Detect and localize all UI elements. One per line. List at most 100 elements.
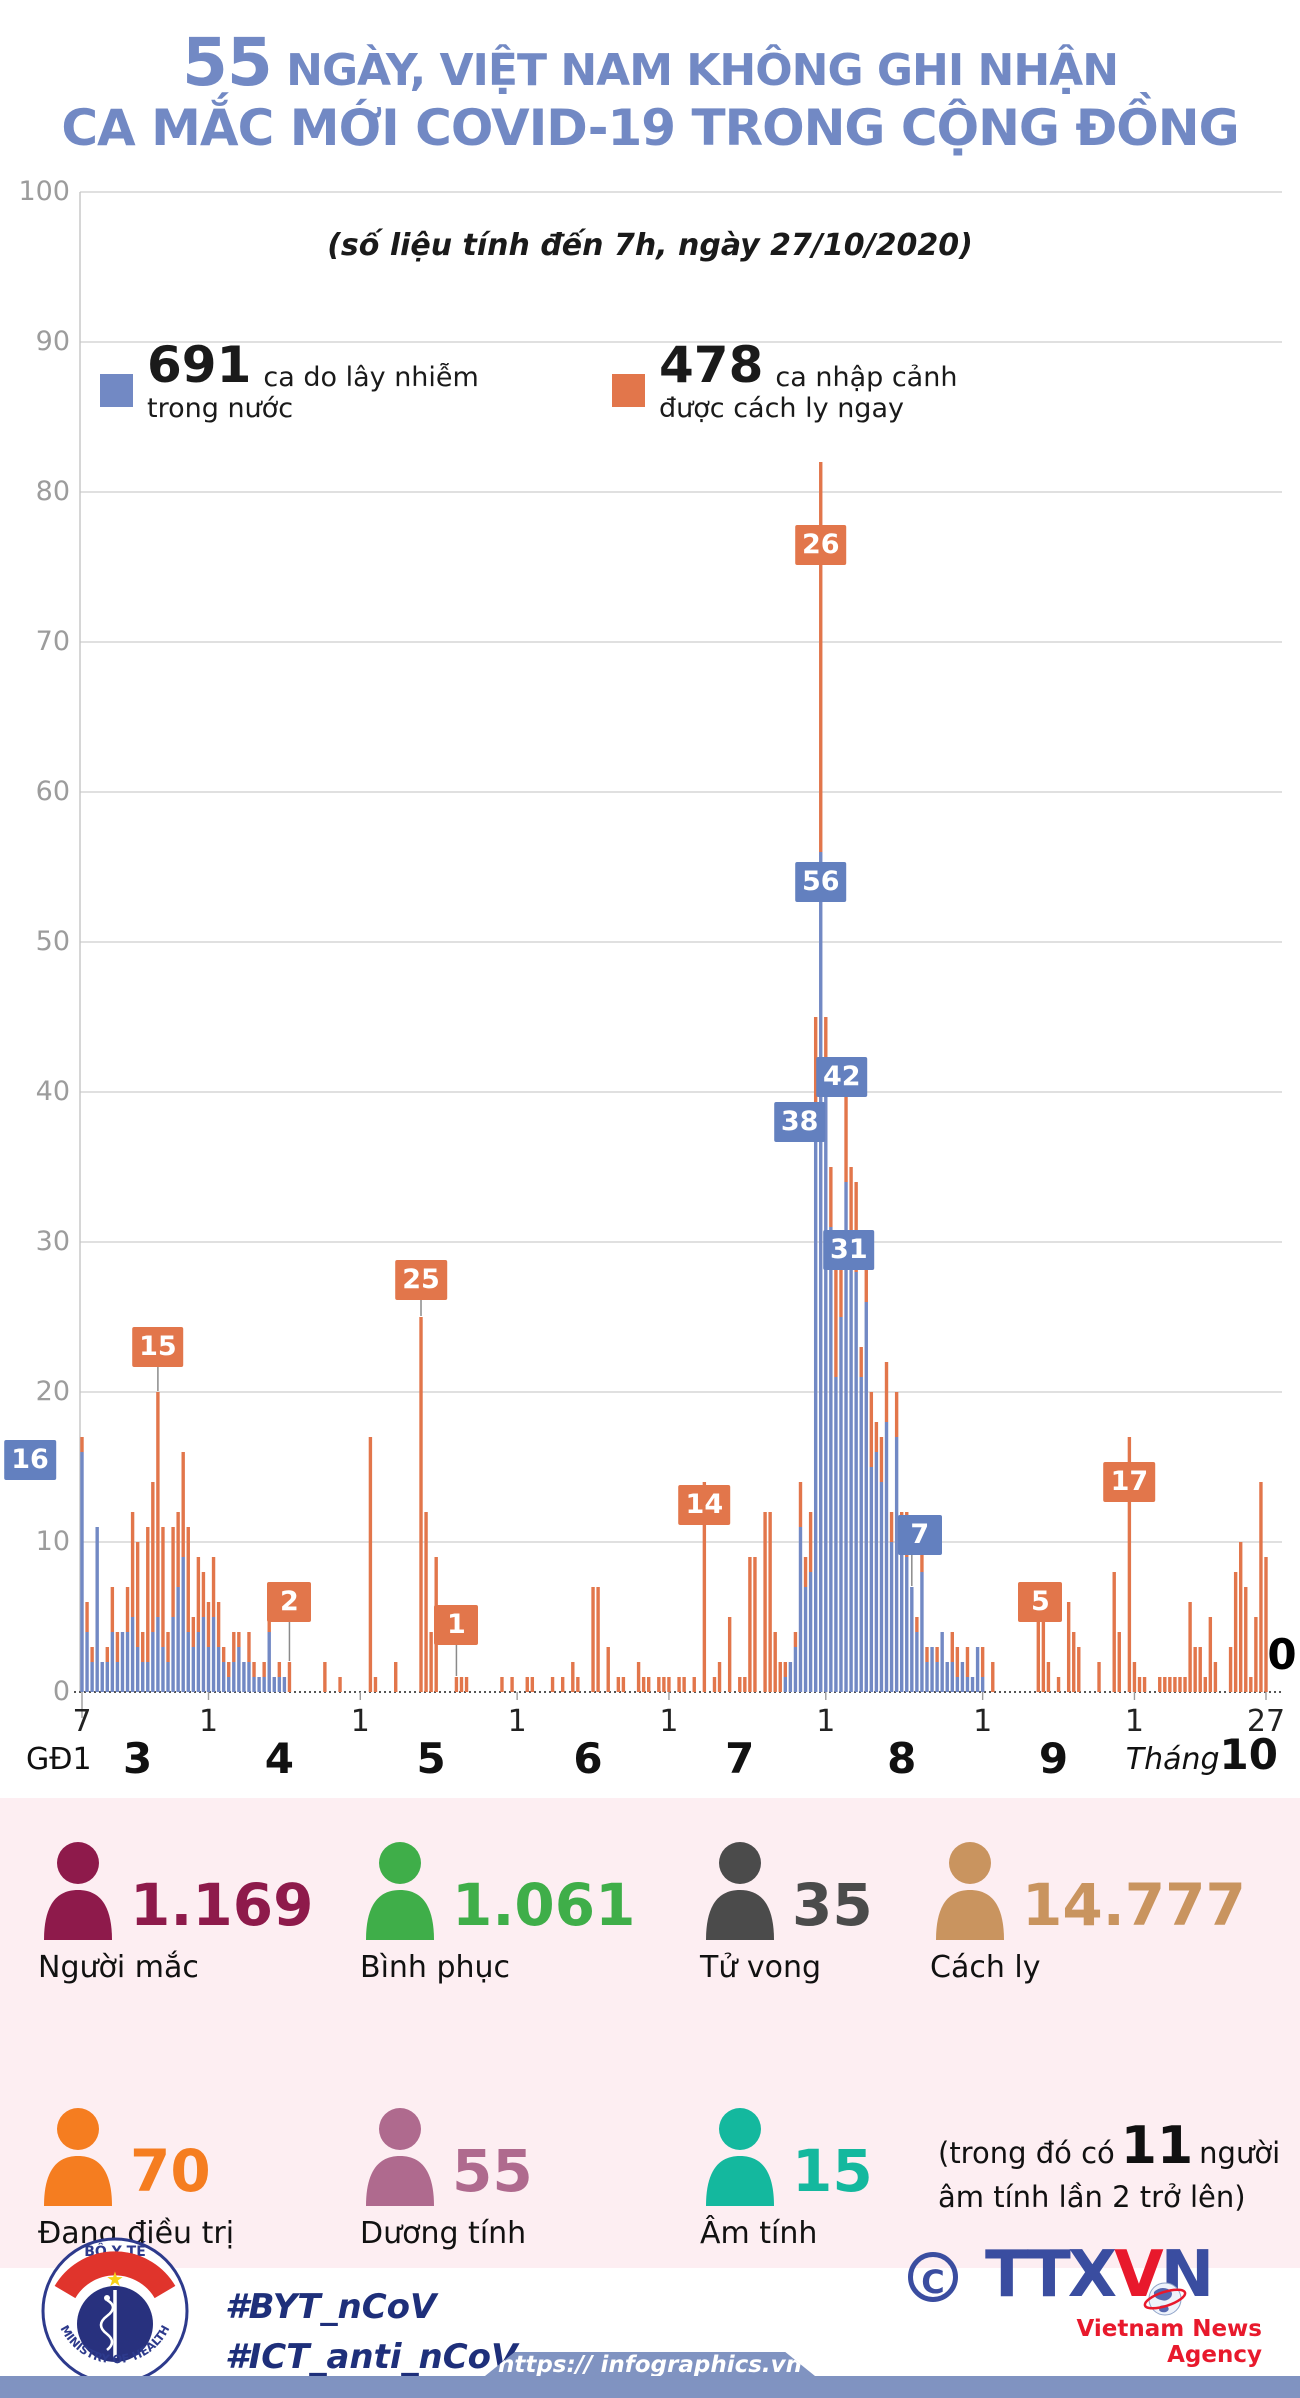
stat-positive-value: 55 (452, 2137, 533, 2205)
person-icon (936, 1842, 1004, 1940)
stat-recovered-value: 1.061 (452, 1871, 636, 1939)
y-axis-label: 100 (18, 176, 70, 207)
legend-domestic-swatch (100, 374, 133, 407)
x-axis-tick-label: 27 (1246, 1704, 1286, 1739)
bar-value-callout: 42 (815, 1057, 868, 1097)
bar-value-callout: 31 (823, 1229, 875, 1270)
legend-imported: 478 ca nhập cảnh được cách ly ngay (612, 338, 957, 424)
hashtag-ict: #ICT_anti_nCoV (225, 2337, 518, 2377)
y-axis-label: 80 (35, 476, 70, 507)
stat-negative: 15 Âm tính (700, 2106, 873, 2251)
stat-deaths-value: 35 (792, 1871, 873, 1939)
note-11: 11 (1120, 2116, 1194, 2176)
x-axis-month-label: 7 (725, 1734, 755, 1783)
title-number-55: 55 (181, 24, 273, 101)
ttx-letters: TTX (985, 2238, 1117, 2312)
stat-recovered: 1.061 Bình phục (360, 1840, 635, 1985)
stat-infected-label: Người mắc (38, 1950, 199, 1985)
hashtag-byt: #BYT_nCoV (225, 2287, 437, 2327)
legend-imported-value: 478 (659, 336, 764, 394)
y-axis-label: 0 (52, 1676, 70, 1707)
x-axis-tick-label: 1 (1124, 1704, 1144, 1739)
stat-recovered-label: Bình phục (360, 1950, 511, 1985)
y-axis-label: 10 (35, 1526, 70, 1557)
x-axis-month-label: 8 (887, 1734, 917, 1783)
stat-under-treatment-value: 70 (130, 2137, 211, 2205)
infographics-url: https:// infographics.vn (485, 2352, 815, 2376)
stat-deaths: 35 Tử vong (700, 1840, 873, 1985)
stat-quarantined-label: Cách ly (930, 1950, 1041, 1985)
legend-domestic: 691 ca do lây nhiễm trong nước (100, 338, 479, 424)
ttxvn-tagline: Vietnam News Agency (1076, 2316, 1262, 2368)
person-icon (706, 1842, 774, 1940)
x-axis-tick-label: 1 (659, 1704, 679, 1739)
bar-value-callout: 15 (132, 1327, 184, 1367)
bar-value-callout: 38 (773, 1102, 826, 1142)
x-axis-tick-label: 1 (507, 1704, 527, 1739)
stat-quarantined-value: 14.777 (1022, 1871, 1246, 1939)
legend-imported-swatch (612, 374, 645, 407)
note-line2: âm tính lần 2 trở lên) (938, 2180, 1246, 2214)
y-axis-label: 50 (35, 926, 70, 957)
subtitle-date-note: (số liệu tính đến 7h, ngày 27/10/2020) (327, 228, 973, 263)
star-icon: ★ (106, 2267, 124, 2291)
x-axis-month-label: 4 (264, 1734, 294, 1783)
person-icon (366, 2108, 434, 2206)
title-line1: 55 NGÀY, VIỆT NAM KHÔNG GHI NHẬN (182, 26, 1119, 100)
x-axis-month-label: 3 (123, 1734, 153, 1783)
legend-imported-label2: được cách ly ngay (659, 393, 904, 424)
x-axis-month-label: 9 (1038, 1734, 1069, 1783)
person-icon (44, 2108, 112, 2206)
bar-value-callout: 56 (794, 862, 847, 902)
note-post: người (1199, 2136, 1281, 2170)
globe-icon (1143, 2282, 1187, 2316)
summary-stats-panel: 1.169 Người mắc 1.061 Bình phục 35 Tử vo… (0, 1798, 1300, 2268)
legend-domestic-value: 691 (147, 336, 252, 394)
note-pre: (trong đó có (938, 2136, 1115, 2170)
stat-positive: 55 Dương tính (360, 2106, 533, 2251)
stat-deaths-label: Tử vong (700, 1950, 822, 1985)
x-axis-tick-label: 1 (973, 1704, 993, 1739)
page-title: 55 NGÀY, VIỆT NAM KHÔNG GHI NHẬN CA MẮC … (0, 26, 1300, 156)
bar-value-callout: 25 (395, 1259, 447, 1300)
x-axis-tick-label: 1 (816, 1704, 836, 1739)
legend-imported-label1: ca nhập cảnh (775, 362, 958, 393)
title-line2: CA MẮC MỚI COVID-19 TRONG CỘNG ĐỒNG (61, 98, 1239, 157)
title-line1-text: NGÀY, VIỆT NAM KHÔNG GHI NHẬN (271, 45, 1119, 96)
bar-value-callout: 26 (794, 524, 847, 565)
person-icon (44, 1842, 112, 1940)
axis-month-10-number: 10 (1219, 1730, 1278, 1779)
y-axis-label: 30 (35, 1226, 70, 1257)
person-icon (706, 2108, 774, 2206)
axis-month-10-label: Tháng 10 (1126, 1730, 1278, 1779)
x-axis-month-label: 6 (573, 1734, 603, 1783)
y-axis-label: 40 (35, 1076, 70, 1107)
stat-infected-value: 1.169 (130, 1871, 314, 1939)
x-axis-tick-label: 7 (72, 1704, 92, 1739)
y-axis-label: 60 (35, 776, 70, 807)
person-icon (366, 1842, 434, 1940)
negative-note: (trong đó có 11 người âm tính lần 2 trở … (938, 2116, 1280, 2214)
bar-value-callout: 7 (897, 1514, 942, 1555)
bar-value-callout: 14 (678, 1484, 731, 1525)
bar-value-callout: 16 (4, 1439, 56, 1480)
stat-quarantined: 14.777 Cách ly (930, 1840, 1246, 1985)
bar-value-callout: 1 (434, 1604, 479, 1645)
axis-thang-word: Tháng (1125, 1742, 1220, 1777)
x-axis-tick-label: 1 (350, 1704, 370, 1739)
y-axis-label: 70 (35, 626, 70, 657)
zero-cases-label: 0 (1267, 1629, 1297, 1679)
y-axis-label: 20 (35, 1376, 70, 1407)
ministry-of-health-logo: BỘ Y TẾ ★ MINISTRY OF HEALTH (41, 2237, 189, 2385)
stat-positive-label: Dương tính (360, 2216, 527, 2251)
axis-phase1-label: GĐ1 (26, 1742, 92, 1777)
stat-infected: 1.169 Người mắc (38, 1840, 313, 1985)
stat-negative-value: 15 (792, 2137, 873, 2205)
bar-value-callout: 2 (267, 1582, 312, 1622)
stat-under-treatment: 70 Đang điều trị (38, 2106, 234, 2251)
x-axis-tick-label: 1 (198, 1704, 219, 1739)
copyright-icon: C (908, 2252, 958, 2302)
x-axis-month-label: 5 (416, 1734, 446, 1783)
